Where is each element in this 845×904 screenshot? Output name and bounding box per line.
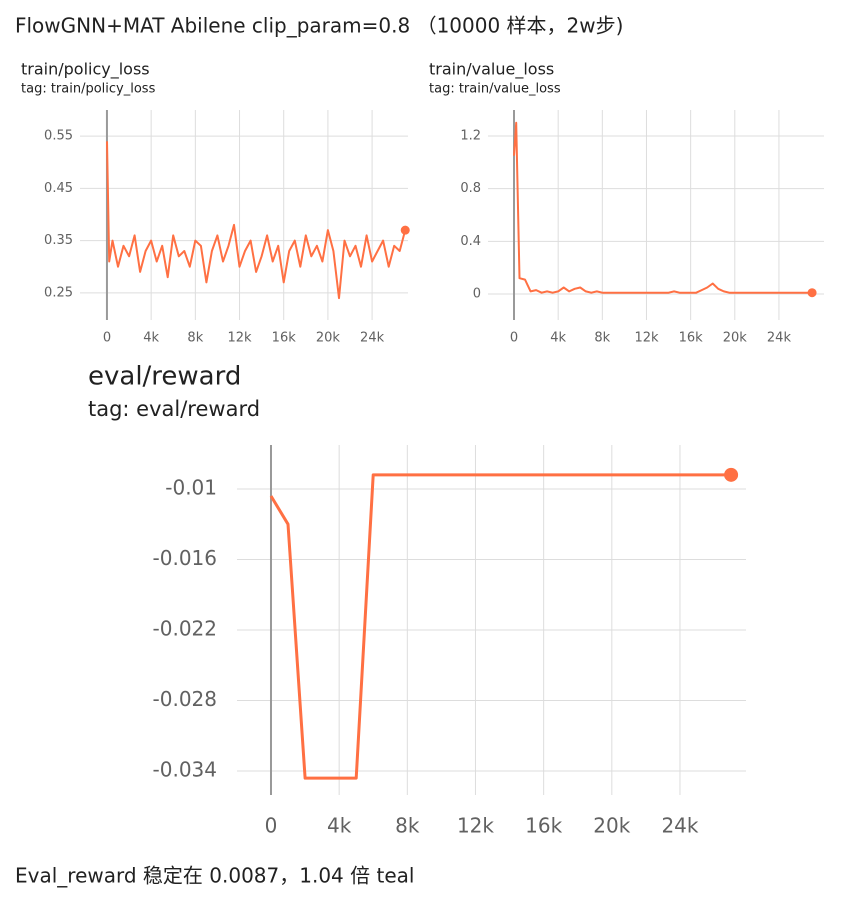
x-tick-label: 20k bbox=[723, 331, 748, 346]
x-tick-label: 8k bbox=[594, 331, 610, 346]
data-line bbox=[106, 141, 407, 300]
y-tick-label: 0 bbox=[473, 287, 481, 302]
x-tick-label: 4k bbox=[550, 331, 566, 346]
chart-subtitle: tag: eval/reward bbox=[88, 397, 260, 421]
x-tick-label: 24k bbox=[767, 331, 792, 346]
x-tick-label: 8k bbox=[395, 814, 420, 838]
y-tick-label: -0.01 bbox=[165, 475, 217, 499]
x-tick-label: 0 bbox=[265, 814, 278, 838]
x-tick-label: 12k bbox=[457, 814, 494, 838]
x-tick-label: 16k bbox=[679, 331, 704, 346]
y-tick-label: -0.034 bbox=[153, 758, 217, 782]
x-tick-label: 20k bbox=[316, 331, 341, 346]
y-tick-label: 0.35 bbox=[44, 233, 73, 248]
x-tick-label: 0 bbox=[103, 331, 111, 346]
x-tick-label: 0 bbox=[510, 331, 518, 346]
page-title: FlowGNN+MAT Abilene clip_param=0.8 （1000… bbox=[15, 14, 623, 38]
y-tick-label: 0.8 bbox=[460, 181, 481, 196]
x-tick-label: 12k bbox=[227, 331, 252, 346]
note: Eval_reward 稳定在 0.0087，1.04 倍 teal bbox=[15, 864, 414, 888]
end-point bbox=[400, 225, 410, 235]
x-tick-label: 16k bbox=[272, 331, 297, 346]
x-tick-label: 20k bbox=[593, 814, 630, 838]
x-tick-label: 4k bbox=[143, 331, 159, 346]
y-tick-label: 0.45 bbox=[44, 181, 73, 196]
y-tick-label: -0.022 bbox=[153, 616, 217, 640]
x-tick-label: 4k bbox=[327, 814, 352, 838]
chart-subtitle: tag: train/value_loss bbox=[429, 82, 561, 97]
x-tick-label: 8k bbox=[187, 331, 203, 346]
x-tick-label: 24k bbox=[661, 814, 698, 838]
data-line bbox=[269, 473, 732, 780]
y-tick-label: 1.2 bbox=[460, 128, 481, 143]
chart-subtitle: tag: train/policy_loss bbox=[21, 82, 156, 97]
x-tick-label: 16k bbox=[525, 814, 562, 838]
y-tick-label: 0.4 bbox=[460, 234, 481, 249]
end-point bbox=[724, 467, 739, 482]
end-point bbox=[807, 288, 817, 298]
data-line bbox=[513, 121, 813, 294]
y-tick-label: -0.028 bbox=[153, 687, 217, 711]
x-tick-label: 24k bbox=[360, 331, 385, 346]
y-tick-label: 0.25 bbox=[44, 285, 73, 300]
y-tick-label: -0.016 bbox=[153, 546, 217, 570]
chart-title: eval/reward bbox=[88, 362, 241, 392]
y-tick-label: 0.55 bbox=[44, 129, 73, 144]
x-tick-label: 12k bbox=[634, 331, 659, 346]
chart-title: train/policy_loss bbox=[21, 60, 150, 80]
chart-title: train/value_loss bbox=[429, 60, 554, 80]
